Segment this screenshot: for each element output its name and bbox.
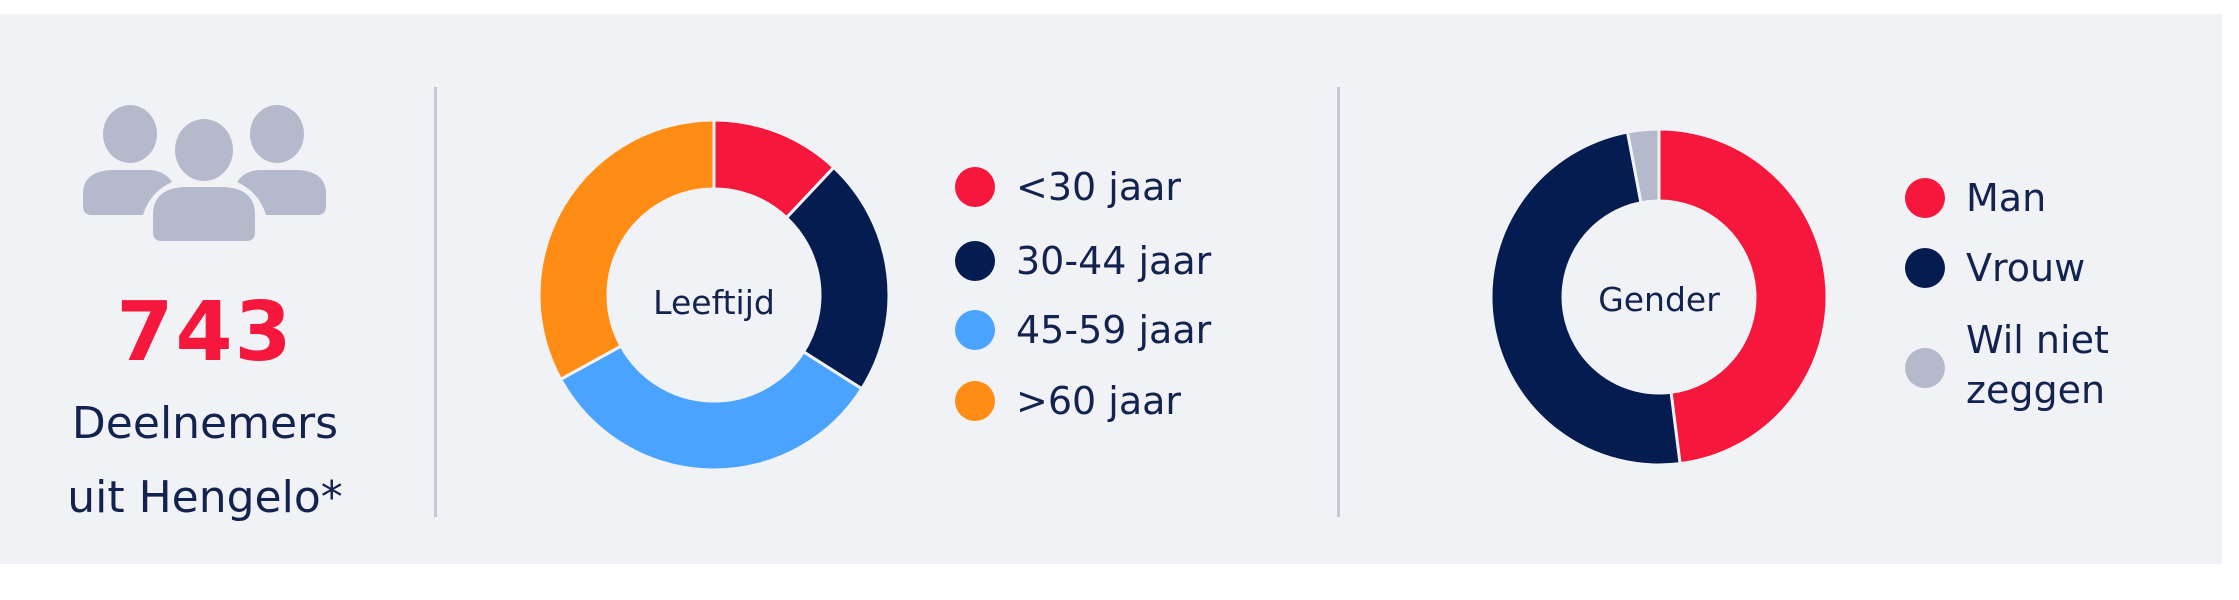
gender-chart-legend-label: zeggen xyxy=(1966,368,2106,412)
gender-chart-legend-marker xyxy=(1905,348,1945,388)
gender-chart-slice-1 xyxy=(1489,130,1682,467)
age-chart-legend-marker xyxy=(955,241,995,281)
age-chart-slice-3 xyxy=(537,118,716,382)
gender-chart-legend-label: Man xyxy=(1966,176,2047,220)
age-chart-legend-label: <30 jaar xyxy=(1016,165,1182,209)
divider xyxy=(1337,87,1340,517)
divider xyxy=(434,87,437,517)
gender-chart-legend-marker xyxy=(1905,248,1945,288)
age-chart-legend-label: >60 jaar xyxy=(1016,379,1182,423)
age-chart-legend-marker xyxy=(955,310,995,350)
age-chart-slice-2 xyxy=(558,344,864,472)
gender-chart-slice-2 xyxy=(1625,127,1661,205)
age-chart-legend-label: 30-44 jaar xyxy=(1016,239,1212,283)
gender-chart-legend-label: Wil niet xyxy=(1966,318,2109,362)
gender-chart-legend-marker xyxy=(1905,178,1945,218)
participant-caption-line1: Deelnemers xyxy=(71,398,339,449)
age-chart-legend-label: 45-59 jaar xyxy=(1016,308,1212,352)
age-chart-center-label: Leeftijd xyxy=(653,283,775,322)
gender-chart-slice-0 xyxy=(1657,127,1829,466)
gender-chart-center-label: Gender xyxy=(1598,280,1720,319)
age-chart-legend-marker xyxy=(955,167,995,207)
participant-caption-line2: uit Hengelo* xyxy=(67,472,343,523)
stats-panel xyxy=(0,14,2222,564)
gender-chart-legend-label: Vrouw xyxy=(1966,246,2086,290)
age-chart-legend-marker xyxy=(955,381,995,421)
participant-count: 743 xyxy=(116,285,294,380)
